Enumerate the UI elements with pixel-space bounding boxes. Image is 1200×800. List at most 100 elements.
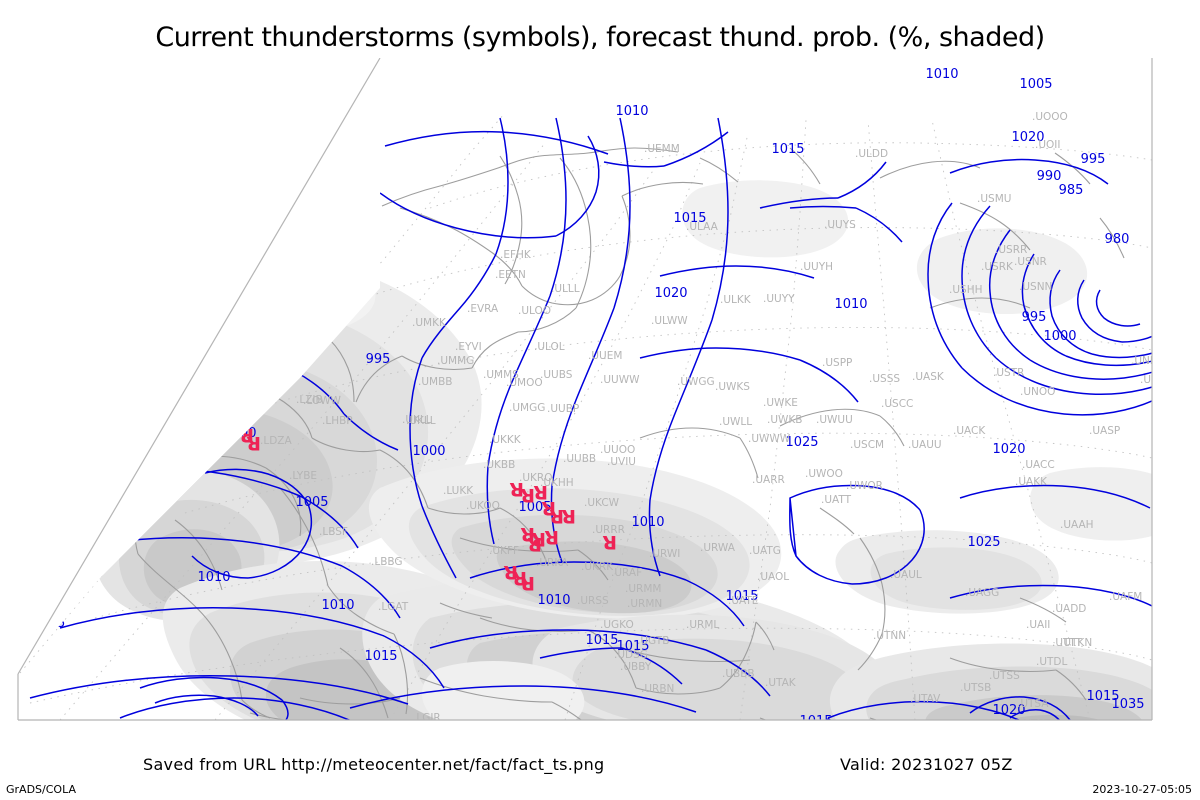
station-label: .UNBB bbox=[1140, 374, 1173, 386]
svg-text:1005: 1005 bbox=[1019, 77, 1052, 92]
svg-text:1010: 1010 bbox=[321, 598, 354, 613]
thunderstorm-symbol: R bbox=[116, 212, 131, 234]
station-label: .UWWW bbox=[748, 433, 791, 445]
station-label: .UWLL bbox=[719, 416, 752, 428]
page-title: Current thunderstorms (symbols), forecas… bbox=[155, 22, 1045, 53]
station-label: .UKKK bbox=[489, 434, 522, 446]
station-label: .LGAT bbox=[378, 601, 409, 613]
station-label: .UARR bbox=[752, 474, 785, 486]
station-label: .ULOL bbox=[534, 341, 565, 353]
weather-map[interactable]: 1010 1015 1010 1005 1020 995 990 985 980… bbox=[0, 58, 1200, 730]
station-label: .URMM bbox=[625, 583, 661, 595]
thunderstorm-symbol: R bbox=[509, 478, 524, 500]
thunderstorm-symbol: R bbox=[527, 533, 542, 555]
svg-text:995: 995 bbox=[1022, 310, 1047, 325]
thunderstorm-symbol: R bbox=[520, 572, 535, 594]
thunderstorm-symbol: R bbox=[512, 567, 527, 589]
station-label: .LDZA bbox=[260, 435, 292, 447]
station-label: .UMGG bbox=[509, 402, 545, 414]
station-label: .URBN bbox=[641, 683, 674, 695]
svg-text:1005: 1005 bbox=[518, 500, 551, 515]
station-labels: .EFHK .EETN .ULLL .EVRA .ULOO .UMKK .EYVI .UMMG… bbox=[175, 111, 1173, 730]
station-label: .UWGG bbox=[677, 376, 715, 388]
station-label: .UMOO bbox=[506, 377, 543, 389]
station-label: .UUBP bbox=[547, 403, 579, 415]
station-label: .URKA bbox=[536, 557, 569, 569]
svg-text:990: 990 bbox=[1037, 169, 1062, 184]
station-label: .LKPR bbox=[273, 349, 303, 361]
svg-text:1015: 1015 bbox=[799, 714, 832, 729]
station-label: .UKLL bbox=[402, 414, 432, 426]
svg-text:1015: 1015 bbox=[616, 639, 649, 654]
station-label: .UGTB bbox=[637, 635, 669, 647]
station-label: .UMBB bbox=[418, 376, 453, 388]
station-label: .EETN bbox=[495, 269, 526, 281]
station-label: .UAOL bbox=[757, 571, 789, 583]
station-label: .UAUU bbox=[908, 439, 942, 451]
station-label: .USCM bbox=[850, 439, 884, 451]
station-label: .UKRO bbox=[519, 472, 552, 484]
svg-text:1015: 1015 bbox=[673, 211, 706, 226]
station-label: .UWOR bbox=[846, 480, 883, 492]
thunderstorm-symbol: R bbox=[60, 211, 75, 233]
station-label: .UUWW bbox=[600, 374, 640, 386]
station-label: .UKOO bbox=[466, 500, 500, 512]
station-label: .LBBG bbox=[371, 556, 403, 568]
thunderstorm-symbol: R bbox=[520, 484, 535, 506]
svg-text:1015: 1015 bbox=[364, 649, 397, 664]
station-label: .UWKE bbox=[763, 397, 798, 409]
svg-text:1010: 1010 bbox=[925, 67, 958, 82]
station-label: .URRR bbox=[592, 524, 625, 536]
thunderstorm-symbol: R bbox=[541, 497, 556, 519]
svg-text:1000: 1000 bbox=[412, 444, 445, 459]
station-label: .UTAK bbox=[765, 677, 797, 689]
station-label: .UKLL bbox=[406, 415, 436, 427]
station-label: .UATT bbox=[821, 494, 852, 506]
station-label: .UOOO bbox=[1032, 111, 1068, 123]
thunderstorm-symbol: R bbox=[531, 528, 546, 550]
station-label: .LOWW bbox=[303, 395, 341, 407]
station-label: .UGKO bbox=[600, 619, 634, 631]
svg-text:995: 995 bbox=[1081, 152, 1106, 167]
station-label: .UNNT bbox=[1131, 355, 1165, 367]
generation-timestamp: 2023-10-27-05:05 bbox=[1092, 783, 1192, 796]
station-label: .UACC bbox=[1022, 459, 1055, 471]
svg-text:1010: 1010 bbox=[197, 570, 230, 585]
station-label: .UACK bbox=[953, 425, 986, 437]
station-label: .UUBS bbox=[540, 369, 573, 381]
station-label: .UUYY bbox=[763, 293, 795, 305]
station-label: .UUYS bbox=[824, 219, 856, 231]
svg-text:1025: 1025 bbox=[785, 435, 818, 450]
station-label: .UTDL bbox=[1036, 656, 1068, 668]
station-label: .UADD bbox=[1052, 603, 1086, 615]
station-label: .UUOO bbox=[600, 444, 635, 456]
thunderstorm-symbol: R bbox=[174, 400, 189, 422]
station-label: .URSS bbox=[577, 595, 609, 607]
station-label: .UKHH bbox=[540, 477, 574, 489]
svg-text:1025: 1025 bbox=[967, 535, 1000, 550]
station-label: .URAF bbox=[611, 567, 642, 579]
station-label: .UTTT bbox=[1052, 637, 1082, 649]
station-label: .UKRK bbox=[581, 561, 614, 573]
station-label: .LGIR bbox=[413, 712, 441, 724]
station-label: .USTR bbox=[993, 367, 1024, 379]
thunderstorm-symbol: R bbox=[561, 505, 576, 527]
thunderstorm-symbol: R bbox=[520, 523, 535, 545]
thunderstorm-symbol: R bbox=[69, 222, 84, 244]
station-label: .ULWW bbox=[651, 315, 688, 327]
map-canvas[interactable]: 1010 1015 1010 1005 1020 995 990 985 980… bbox=[0, 58, 1200, 730]
station-label: .USHH bbox=[949, 284, 982, 296]
station-label: .UATG bbox=[749, 545, 781, 557]
thunderstorm-symbol: R bbox=[173, 426, 188, 448]
producer-label: GrADS/COLA bbox=[6, 783, 76, 796]
station-label: .USNN bbox=[1019, 281, 1052, 293]
svg-text:1020: 1020 bbox=[1011, 130, 1044, 145]
station-label: .URWI bbox=[649, 548, 680, 560]
station-label: .UTKN bbox=[1060, 637, 1092, 649]
station-label: .UATE bbox=[728, 595, 758, 607]
svg-text:1010: 1010 bbox=[631, 515, 664, 530]
svg-text:1015: 1015 bbox=[725, 589, 758, 604]
station-label: .UEMM bbox=[644, 143, 680, 155]
station-label: .UTST bbox=[1020, 718, 1051, 730]
